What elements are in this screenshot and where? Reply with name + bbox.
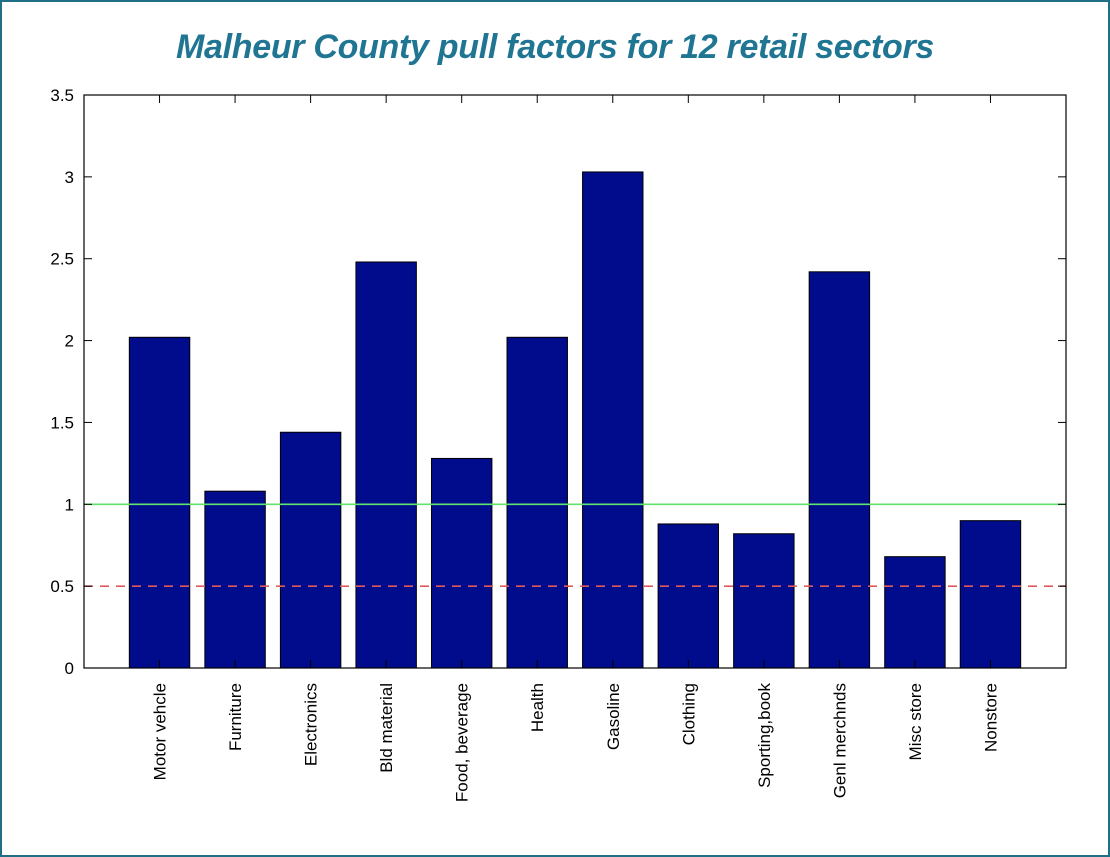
- y-tick-label: 3.5: [50, 86, 74, 105]
- bar-misc-store: [884, 556, 946, 669]
- chart-title: Malheur County pull factors for 12 retai…: [175, 28, 935, 66]
- x-tick-label: Motor vehcle: [151, 683, 170, 780]
- bar-motor-vehcle: [128, 336, 191, 669]
- y-tick-label: 2: [65, 332, 74, 351]
- bar-health: [506, 336, 568, 669]
- y-tick-label: 2.5: [50, 250, 74, 269]
- bar-nonstore: [959, 520, 1022, 669]
- y-tick-labels-group: 0 0.5 1 1.5 2 2.5 3 3.5: [50, 86, 74, 678]
- x-tick-label: Electronics: [302, 683, 321, 766]
- x-tick-label: Bld material: [377, 683, 396, 773]
- bar-sporting-book: [733, 533, 795, 669]
- y-tick-label: 1: [65, 495, 74, 514]
- y-tick-label: 3: [65, 168, 74, 187]
- bar-furniture: [204, 490, 266, 669]
- x-tick-label: Clothing: [679, 683, 698, 745]
- x-tick-label: Misc store: [906, 683, 925, 760]
- bars-group: [128, 171, 1022, 669]
- y-tick-label: 0.5: [50, 577, 74, 596]
- x-tick-label: Genl merchnds: [830, 683, 849, 798]
- bar-genl-merchnds: [808, 271, 871, 669]
- x-tick-label: Health: [528, 683, 547, 732]
- bar-electronics: [279, 431, 342, 669]
- x-tick-label: Gasoline: [604, 683, 623, 750]
- bar-bld-material: [355, 261, 417, 669]
- bar-clothing: [657, 523, 720, 669]
- reference-lines-group: [84, 503, 1066, 587]
- y-tick-label: 1.5: [50, 413, 74, 432]
- ticks-group: [84, 94, 1066, 669]
- bar-food-beverage: [430, 457, 493, 669]
- x-tick-label: Sporting,book: [755, 683, 774, 788]
- plot-area-border: [83, 94, 1067, 669]
- y-tick-label: 0: [65, 659, 74, 678]
- x-tick-label: Food, beverage: [453, 683, 472, 802]
- x-tick-label: Furniture: [226, 683, 245, 751]
- x-tick-label: Nonstore: [981, 683, 1000, 752]
- bar-gasoline: [582, 171, 644, 669]
- x-tick-labels-group: Motor vehcle Furniture Electronics Bld mate…: [151, 683, 1001, 803]
